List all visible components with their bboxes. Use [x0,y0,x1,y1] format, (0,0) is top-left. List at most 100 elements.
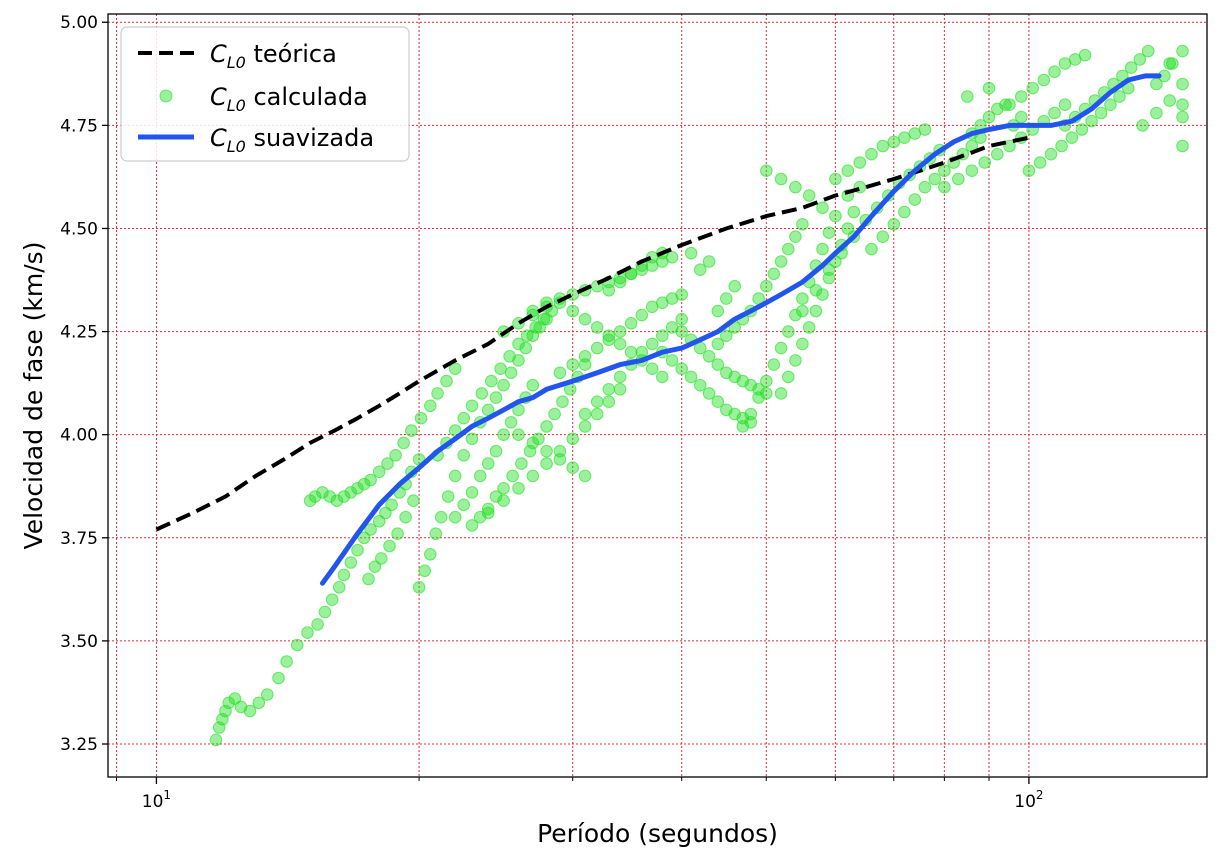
data-point [440,374,453,388]
y-tick-label: 4.00 [60,426,98,446]
data-point [767,358,781,371]
data-point [537,312,551,326]
data-point [556,395,569,409]
data-point [693,263,707,277]
data-point [1113,90,1126,103]
data-point [318,605,332,619]
data-point [809,284,823,297]
data-point [368,560,382,574]
data-point [385,498,398,512]
data-point [876,230,890,243]
legend-label: CL0 calculada [210,83,368,115]
data-point [590,395,604,409]
y-tick-label: 4.25 [60,323,98,343]
data-point [809,304,823,318]
data-point [414,411,428,425]
data-point [675,288,689,301]
data-point [982,110,996,124]
data-point [760,374,773,388]
data-point [816,201,829,215]
data-point [602,284,616,297]
data-point [1058,98,1072,111]
data-point [364,523,377,536]
data-point [481,502,495,516]
data-point [506,469,519,483]
data-point [362,572,375,586]
data-point [303,494,317,508]
data-point [344,486,358,499]
data-point [418,564,432,578]
data-point [736,374,750,388]
data-point [1048,106,1061,120]
data-point [1026,81,1039,95]
x-tick-label: 102 [1014,788,1043,812]
data-point [774,387,788,400]
data-point [448,510,462,524]
data-point [624,345,638,359]
data-point [1015,110,1028,124]
data-point [898,131,911,144]
data-point [602,333,616,347]
data-point [489,490,503,503]
x-tick-label: 101 [142,788,171,812]
data-point [512,337,525,351]
data-point [665,354,679,367]
data-point [473,510,487,524]
data-point [429,527,443,541]
data-point [602,329,616,343]
data-point [789,180,802,194]
data-point [497,494,510,508]
data-point [372,515,386,528]
axes: 3.25 3.50 3.75 4.00 4.25 4.50 4.75 5.00 101 102 [60,13,1043,812]
data-point [540,457,553,470]
series-line-teorica [155,135,1030,532]
data-point [512,482,525,495]
data-point [744,407,758,421]
data-point [789,308,802,322]
data-point [351,543,364,557]
data-point [1094,106,1108,120]
data-point [290,638,304,652]
data-point [519,341,533,355]
data-point [504,366,518,380]
data-point [272,671,285,685]
data-point [566,304,580,318]
data-point [720,292,733,305]
data-point [645,362,659,376]
data-point [497,428,510,442]
data-point [816,288,829,301]
data-point [829,172,842,186]
data-point [918,180,932,194]
data-point [424,548,437,561]
data-point [457,498,471,512]
data-point [1048,65,1061,78]
data-point [383,539,396,553]
data-point [782,242,795,256]
data-point [372,465,386,479]
series-line-suavizada [320,73,1162,586]
data-point [952,172,965,186]
legend-label: CL0 teórica [210,40,337,72]
data-point [330,494,344,508]
data-point [991,147,1004,161]
data-point [1044,147,1058,161]
data-point [1176,139,1189,153]
data-point [222,696,235,710]
data-point [789,354,802,367]
data-point [503,350,516,363]
data-point [526,469,540,483]
x-axis-label: Período (segundos) [537,819,778,848]
data-point [702,350,716,363]
data-point [553,366,567,380]
data-point [675,362,689,376]
data-point [520,329,534,343]
data-point [590,341,604,355]
data-point [847,205,861,219]
data-point [448,469,462,483]
data-point [448,362,462,376]
data-point [876,139,890,153]
data-point [344,556,358,569]
data-point [515,457,528,470]
data-point [774,172,788,186]
